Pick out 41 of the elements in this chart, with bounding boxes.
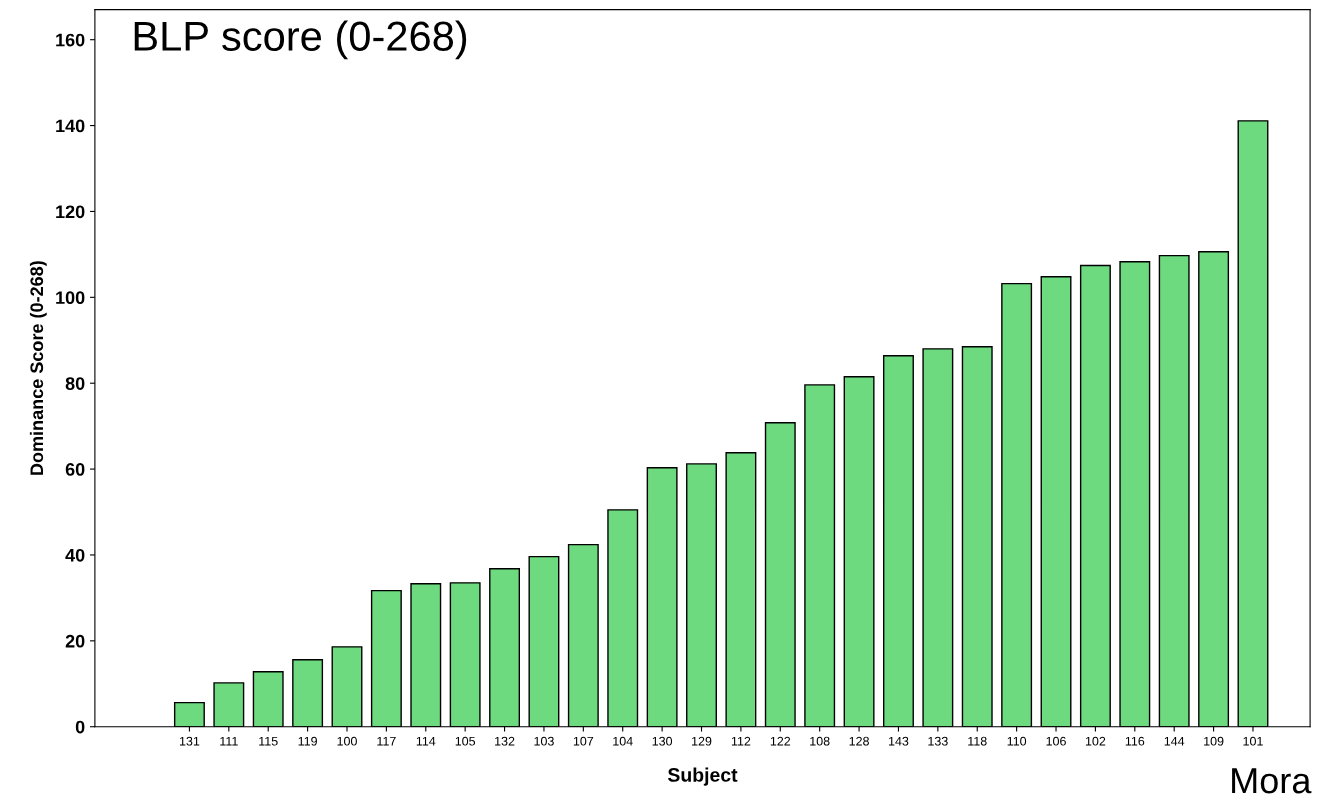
x-tick-label: 130: [652, 736, 673, 746]
x-tick-label: 104: [613, 736, 633, 746]
x-tick-label: 119: [298, 736, 317, 746]
chart-title: BLP score (0-268): [134, 20, 467, 60]
x-tick-label: 144: [1164, 736, 1185, 746]
x-tick-label: 132: [495, 736, 515, 746]
y-tick-label: 80: [65, 377, 85, 390]
x-tick-label: 106: [1046, 736, 1066, 746]
x-axis-title: Subject: [667, 767, 738, 786]
y-tick-label: 120: [56, 205, 85, 219]
x-tick-label: 108: [810, 736, 830, 746]
x-tick-label: 128: [849, 736, 869, 746]
x-tick-label: 114: [416, 736, 436, 746]
x-tick-label: 131: [179, 736, 200, 746]
y-tick-label: 40: [65, 548, 85, 562]
y-tick-label: 60: [65, 463, 85, 476]
x-tick-label: 116: [1125, 736, 1145, 746]
y-tick-label: 100: [56, 291, 85, 305]
x-tick-label: 105: [455, 736, 476, 746]
y-tick-label: 140: [56, 119, 85, 133]
x-tick-label: 107: [573, 736, 594, 746]
x-tick-label: 117: [377, 736, 396, 746]
x-tick-label: 129: [692, 736, 712, 746]
y-tick-label: 0: [75, 720, 85, 734]
x-tick-label: 133: [928, 736, 948, 746]
text: Mora: [1232, 768, 1312, 794]
x-tick-label: 122: [770, 736, 791, 746]
y-axis-title: Dominance Score (0-268): [29, 261, 47, 475]
x-tick-label: 111: [220, 736, 238, 746]
x-tick-label: 112: [731, 736, 751, 746]
x-tick-label: 101: [1243, 736, 1263, 746]
x-tick-label: 110: [1007, 736, 1027, 746]
x-tick-label: 109: [1204, 736, 1224, 746]
x-tick-label: 115: [259, 736, 278, 746]
x-tick-label: 103: [534, 736, 554, 746]
y-tick-label: 160: [56, 33, 85, 47]
x-tick-label: 100: [337, 736, 357, 746]
x-tick-label: 143: [888, 736, 909, 746]
x-tick-label: 118: [968, 736, 987, 746]
y-tick-label: 20: [65, 634, 85, 648]
x-tick-label: 102: [1085, 736, 1106, 746]
